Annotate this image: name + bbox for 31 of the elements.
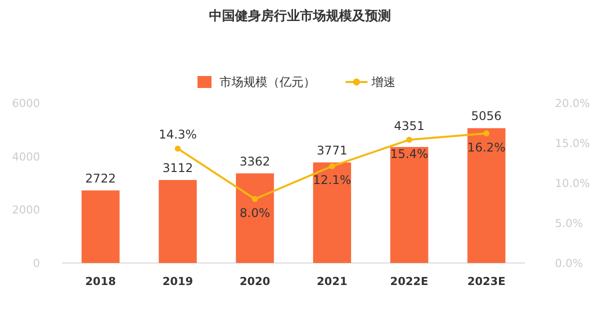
data-label: 15.4% [390,146,428,161]
chart-title: 中国健身房行业市场规模及预测 [209,8,391,24]
bar [467,128,506,263]
bar [82,190,120,263]
data-label: 3362 [240,154,270,168]
data-label: 12.1% [313,173,352,188]
x-tick-label: 2020 [240,275,271,288]
bar [390,146,428,263]
data-label: 14.3% [158,128,197,142]
bar [158,180,197,263]
x-tick-label: 2021 [316,275,348,288]
point [406,136,412,143]
data-label: 4351 [394,118,425,133]
x-tick-label: 2018 [85,275,116,288]
legend-label: 增速 [370,75,396,89]
x-tick-label: 2019 [162,275,194,288]
data-label: 3112 [162,161,194,176]
point [252,196,258,202]
point [174,146,181,152]
point [329,163,336,170]
data-label: 2722 [85,171,116,186]
x-tick-label: 2022E [390,275,428,288]
x-tick-label: 2023E [467,275,506,288]
bar [236,173,274,263]
data-label: 3771 [316,143,348,158]
point [483,130,490,136]
bar [313,162,352,263]
data-label: 8.0% [240,206,270,220]
legend-label: 市场规模（亿元） [220,75,316,89]
data-label: 5056 [471,109,502,124]
data-label: 16.2% [467,140,506,154]
